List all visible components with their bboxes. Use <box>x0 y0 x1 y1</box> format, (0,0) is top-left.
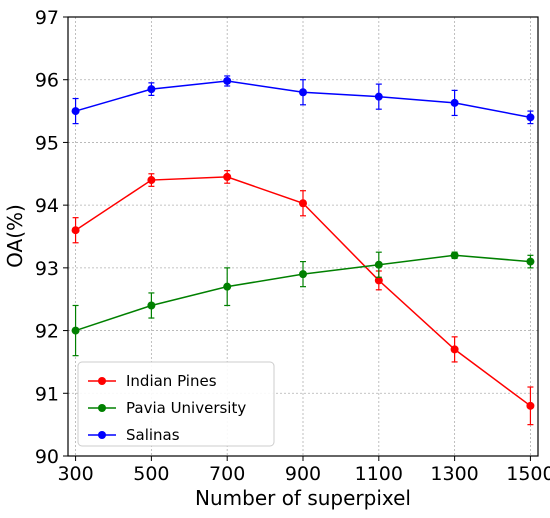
x-tick-label: 700 <box>209 463 245 485</box>
series-indian-pines <box>71 170 535 426</box>
data-point <box>147 176 156 185</box>
data-point <box>223 282 232 291</box>
y-tick-label: 96 <box>35 70 59 92</box>
data-point <box>147 85 156 94</box>
data-point <box>526 113 535 122</box>
legend-label-salinas: Salinas <box>126 426 180 444</box>
data-point <box>223 76 232 85</box>
data-point <box>71 326 80 335</box>
series-pavia-university <box>71 251 535 357</box>
x-tick-label: 1500 <box>506 463 550 485</box>
data-point <box>147 301 156 310</box>
data-point <box>526 257 535 266</box>
y-tick-label: 90 <box>35 446 59 468</box>
data-point <box>374 92 383 101</box>
data-point <box>450 251 459 260</box>
x-tick-label: 900 <box>285 463 321 485</box>
data-point <box>299 88 307 97</box>
x-axis-title: Number of superpixel <box>195 486 411 510</box>
data-point <box>450 98 459 107</box>
y-axis-title: OA(%) <box>3 204 27 268</box>
y-tick-label: 97 <box>35 7 59 29</box>
legend-swatch-marker <box>98 404 106 412</box>
data-point <box>526 401 535 410</box>
x-tick-label: 300 <box>57 463 93 485</box>
data-point <box>71 226 80 235</box>
series-salinas <box>71 75 535 125</box>
data-point <box>223 172 232 181</box>
x-tick-label: 500 <box>133 463 169 485</box>
y-tick-label: 94 <box>35 195 59 217</box>
legend-label-pavia-university: Pavia University <box>126 399 246 417</box>
data-point <box>374 276 383 285</box>
legend: Indian Pines Pavia University Salinas <box>77 361 275 447</box>
y-tick-label: 95 <box>35 132 59 154</box>
axis-ticks: 300 500 700 900 1100 1300 1500 90 91 92 93 94 95 96 97 <box>35 7 550 485</box>
data-point <box>71 107 80 116</box>
legend-box <box>77 361 275 447</box>
data-point <box>299 270 307 279</box>
series-lines <box>71 75 535 426</box>
legend-swatch-marker <box>98 431 106 439</box>
data-point <box>374 260 383 269</box>
data-point <box>299 199 307 208</box>
x-tick-label: 1100 <box>355 463 403 485</box>
legend-label-indian-pines: Indian Pines <box>126 372 217 390</box>
legend-swatch-marker <box>98 377 106 385</box>
y-tick-label: 93 <box>35 258 59 280</box>
data-point <box>450 345 459 354</box>
y-tick-label: 91 <box>35 383 59 405</box>
y-tick-label: 92 <box>35 321 59 343</box>
x-tick-label: 1300 <box>430 463 478 485</box>
